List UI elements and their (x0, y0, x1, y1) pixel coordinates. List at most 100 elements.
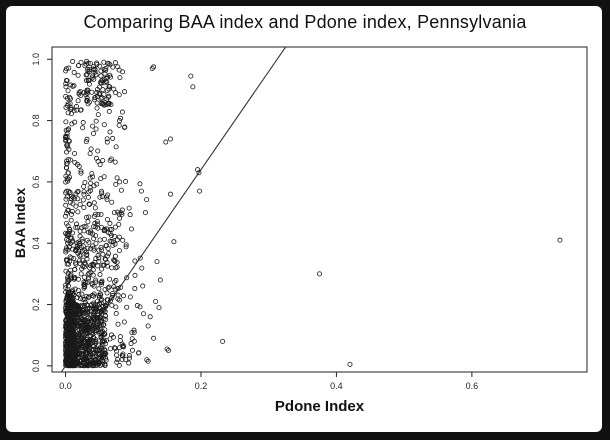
data-point (70, 324, 76, 330)
data-point (86, 81, 92, 87)
data-point (71, 314, 77, 320)
data-point (81, 191, 87, 197)
data-point (64, 311, 70, 317)
data-point (105, 100, 111, 106)
data-point (93, 357, 99, 363)
data-point (110, 64, 116, 70)
data-point (67, 157, 73, 163)
data-point (76, 333, 82, 339)
data-point (156, 305, 162, 311)
data-point (120, 237, 126, 243)
data-point (78, 168, 84, 174)
data-point (96, 286, 102, 292)
data-point (76, 239, 82, 245)
data-point (78, 315, 84, 321)
reference-line (60, 47, 287, 372)
data-point (139, 265, 145, 271)
data-point (113, 90, 119, 96)
data-point (113, 304, 119, 310)
data-point (112, 286, 118, 292)
data-point (63, 196, 69, 202)
data-point (105, 74, 111, 80)
data-point (84, 322, 90, 328)
data-point (91, 245, 97, 251)
data-point (82, 296, 88, 302)
data-point (65, 247, 71, 253)
data-point (87, 188, 93, 194)
x-axis-label: Pdone Index (274, 398, 365, 415)
data-point (121, 344, 127, 350)
data-point (109, 199, 115, 205)
data-point (94, 181, 100, 187)
data-point (91, 300, 97, 306)
data-point (84, 251, 90, 257)
data-point (99, 95, 105, 101)
data-point (98, 80, 104, 86)
data-point (83, 351, 89, 357)
data-point (114, 357, 120, 363)
data-point (66, 188, 72, 194)
data-point (63, 329, 69, 335)
data-point (76, 248, 82, 254)
y-axis-label: BAA Index (12, 187, 28, 259)
data-point (64, 149, 70, 155)
data-point (93, 240, 99, 246)
data-point (63, 78, 69, 84)
data-point (65, 88, 71, 94)
data-point (80, 120, 86, 126)
data-point (65, 223, 71, 229)
data-point (115, 286, 121, 292)
data-point (83, 139, 89, 145)
data-point (115, 321, 121, 327)
data-point (94, 100, 100, 106)
data-point (104, 263, 110, 269)
data-point (74, 221, 80, 227)
data-point (96, 91, 102, 97)
data-point (91, 309, 97, 315)
data-point (64, 144, 70, 150)
data-point (91, 293, 97, 299)
data-point (103, 243, 109, 249)
data-point (65, 176, 71, 182)
data-point (95, 148, 101, 154)
data-point (104, 216, 110, 222)
data-point (93, 118, 99, 124)
data-point (75, 308, 81, 314)
data-point (111, 233, 117, 239)
data-point (91, 224, 97, 230)
data-point (72, 119, 78, 125)
data-point (77, 201, 83, 207)
data-point (123, 244, 129, 250)
data-point (147, 314, 153, 320)
data-point (140, 311, 146, 317)
data-point (112, 258, 118, 264)
data-point (127, 212, 133, 218)
data-point (90, 174, 96, 180)
data-point (70, 246, 76, 252)
data-point (113, 181, 119, 187)
data-point (107, 129, 113, 135)
data-point (95, 211, 101, 217)
data-point (107, 336, 113, 342)
data-point (91, 76, 97, 82)
data-point (94, 360, 100, 366)
data-point (107, 158, 113, 164)
data-point (99, 190, 105, 196)
data-point (66, 315, 72, 321)
data-point (78, 271, 84, 277)
data-point (126, 355, 132, 361)
data-point (110, 293, 116, 299)
data-point (118, 284, 124, 290)
data-point (67, 199, 73, 205)
data-point (63, 344, 69, 350)
data-point (74, 305, 80, 311)
data-point (74, 317, 80, 323)
data-point (116, 248, 122, 254)
data-point (165, 348, 171, 354)
data-point (102, 71, 108, 77)
data-point (64, 236, 70, 242)
data-point (81, 311, 87, 317)
data-point (72, 352, 78, 358)
data-point (109, 295, 115, 301)
data-point (116, 221, 122, 227)
